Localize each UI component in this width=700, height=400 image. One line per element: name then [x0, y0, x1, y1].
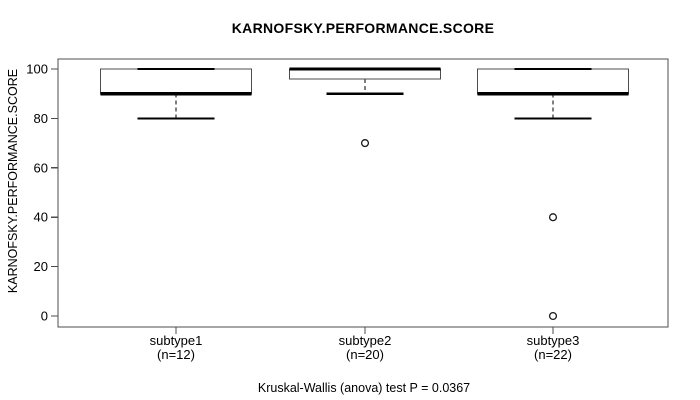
y-axis-tick-label: 40: [34, 210, 48, 225]
outlier-point: [548, 213, 558, 222]
y-axis-title: KARNOFSKY.PERFORMANCE.SCORE: [6, 69, 20, 293]
group-count-label: (n=22): [534, 347, 572, 362]
outlier-point: [360, 139, 370, 148]
plot-area: 0 20 40 60 80 100 subtype1(n=12) subtype2(n=20)…: [26, 58, 669, 362]
group-count-label: (n=20): [346, 347, 384, 362]
y-axis-tick-label: 60: [34, 160, 48, 175]
stat-test-caption: Kruskal-Wallis (anova) test P = 0.0367: [258, 381, 470, 395]
y-axis-tick-label: 80: [34, 111, 48, 126]
group-label: subtype1: [150, 333, 203, 348]
outlier-point: [548, 311, 558, 321]
iqr-box: [476, 68, 630, 95]
y-axis-tick-label: 0: [41, 309, 48, 324]
group-count-label: (n=12): [157, 347, 195, 362]
chart-title: KARNOFSKY.PERFORMANCE.SCORE: [232, 20, 494, 36]
iqr-box: [99, 68, 253, 95]
y-axis-tick-label: 100: [26, 62, 48, 77]
y-axis-tick-label: 20: [34, 259, 48, 274]
plot-frame: [57, 58, 669, 328]
group-label: subtype3: [527, 333, 580, 348]
group-label: subtype2: [339, 333, 392, 348]
